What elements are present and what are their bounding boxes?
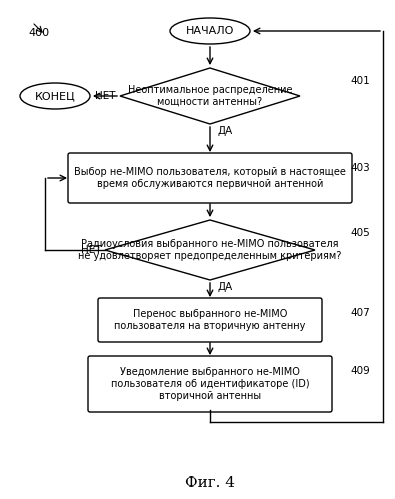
Text: 400: 400	[28, 28, 49, 38]
Text: 403: 403	[350, 163, 370, 173]
Text: 407: 407	[350, 308, 370, 318]
Text: Уведомление выбранного не-MIMO
пользователя об идентификаторе (ID)
вторичной ант: Уведомление выбранного не-MIMO пользоват…	[111, 367, 309, 401]
Text: НЕТ: НЕТ	[96, 91, 116, 101]
Text: 401: 401	[350, 76, 370, 86]
Text: Выбор не-MIMO пользователя, который в настоящее
время обслуживаются первичной ан: Выбор не-MIMO пользователя, который в на…	[74, 167, 346, 189]
Text: Неоптимальное распределение
мощности антенны?: Неоптимальное распределение мощности ант…	[128, 85, 292, 107]
FancyBboxPatch shape	[98, 298, 322, 342]
Text: НЕТ: НЕТ	[81, 245, 101, 255]
Text: Радиоусловия выбранного не-MIMO пользователя
не удовлетворяет предопределенным к: Радиоусловия выбранного не-MIMO пользова…	[78, 239, 342, 261]
Text: 409: 409	[350, 366, 370, 376]
Text: ДА: ДА	[218, 126, 233, 136]
FancyBboxPatch shape	[88, 356, 332, 412]
Ellipse shape	[20, 83, 90, 109]
Text: КОНЕЦ: КОНЕЦ	[35, 91, 75, 101]
Text: 405: 405	[350, 228, 370, 238]
Ellipse shape	[170, 18, 250, 44]
Text: ДА: ДА	[218, 282, 233, 292]
Text: НАЧАЛО: НАЧАЛО	[186, 26, 234, 36]
FancyBboxPatch shape	[68, 153, 352, 203]
Text: Фиг. 4: Фиг. 4	[185, 476, 235, 490]
Polygon shape	[120, 68, 300, 124]
Polygon shape	[105, 220, 315, 280]
Text: Перенос выбранного не-MIMO
пользователя на вторичную антенну: Перенос выбранного не-MIMO пользователя …	[114, 309, 306, 331]
